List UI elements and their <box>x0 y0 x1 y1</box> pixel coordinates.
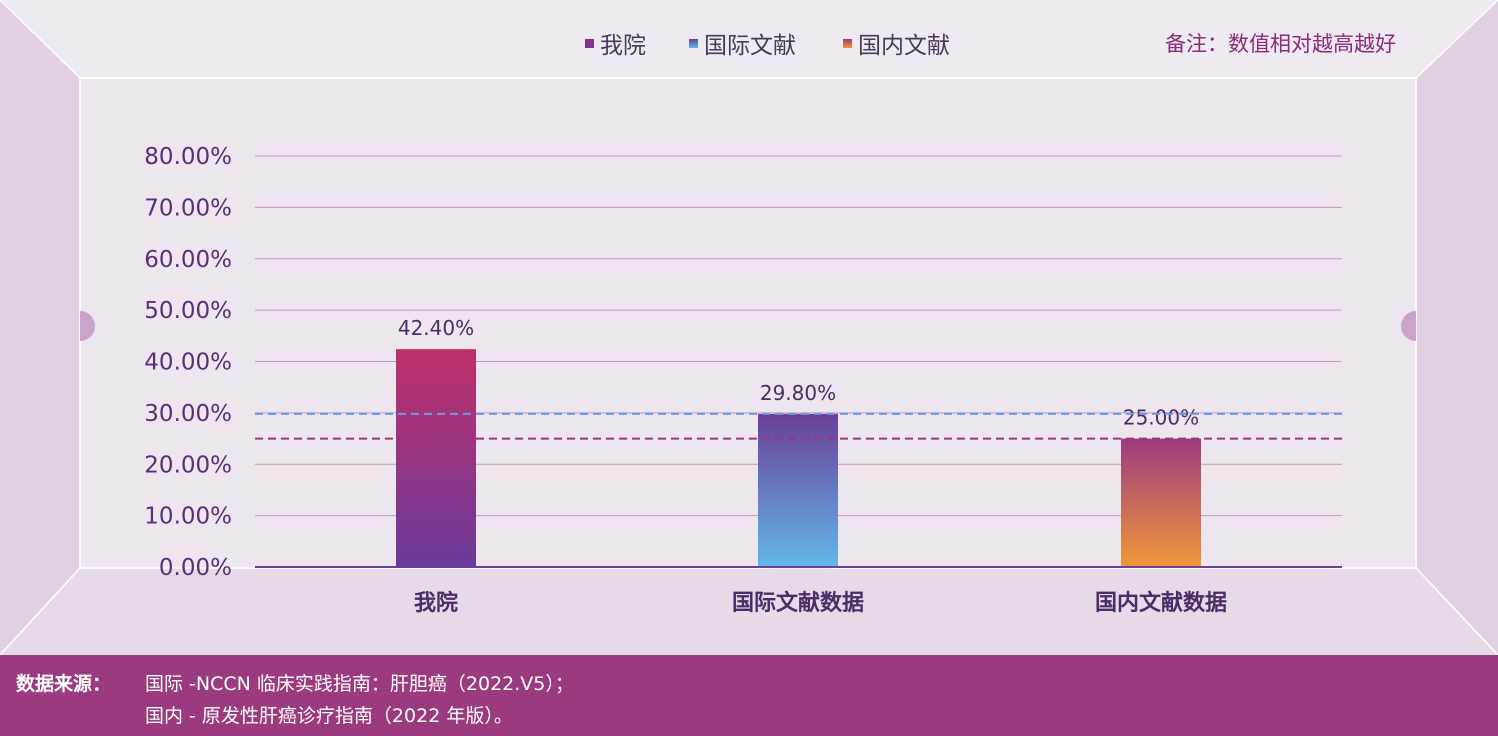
bar-data-label: 29.80% <box>760 381 836 405</box>
legend-label-international: 国际文献 <box>704 33 796 59</box>
y-tick-label: 30.00% <box>144 401 232 427</box>
bar <box>396 349 476 567</box>
bar <box>758 413 838 567</box>
y-tick-label: 60.00% <box>144 247 232 273</box>
bar-data-label: 42.40% <box>398 316 474 340</box>
footer-label: 数据来源： <box>16 673 112 695</box>
y-tick-label: 10.00% <box>144 504 232 530</box>
bar <box>1121 438 1201 567</box>
footer-source-line-1: 国际 -NCCN 临床实践指南：肝胆癌（2022.V5）； <box>145 673 574 695</box>
x-category-label: 我院 <box>414 590 458 616</box>
legend-item-domestic: 国内文献 <box>843 26 950 60</box>
legend-item-hospital: 我院 <box>585 26 646 60</box>
y-tick-label: 20.00% <box>144 452 232 478</box>
legend-swatch-domestic-icon <box>843 38 852 48</box>
bar-chart: 0.00% 10.00% 20.00% 30.00% 40.00% 50.00% 60.00… <box>144 144 1342 616</box>
y-tick-label: 0.00% <box>159 555 232 581</box>
legend-label-domestic: 国内文献 <box>858 33 950 59</box>
y-tick-label: 50.00% <box>144 298 232 324</box>
legend-swatch-hospital-icon <box>585 38 594 48</box>
y-tick-label: 80.00% <box>144 144 232 170</box>
legend-swatch-international-icon <box>689 38 698 48</box>
chart-frame: 我院 国际文献 国内文献 备注：数值相对越高越好 0.00% 10.00% 20.0… <box>0 0 1498 656</box>
footer-source-line-2: 国内 - 原发性肝癌诊疗指南（2022 年版）。 <box>145 705 513 727</box>
x-category-label: 国内文献数据 <box>1095 590 1227 616</box>
bar-data-label: 25.00% <box>1123 406 1199 430</box>
legend-label-hospital: 我院 <box>600 33 646 59</box>
y-tick-label: 70.00% <box>144 195 232 221</box>
chart-note: 备注：数值相对越高越好 <box>1165 32 1396 56</box>
x-category-label: 国际文献数据 <box>732 590 864 616</box>
footer-source: 数据来源： 国际 -NCCN 临床实践指南：肝胆癌（2022.V5）； 国内 -… <box>0 655 1498 736</box>
y-tick-label: 40.00% <box>144 350 232 376</box>
legend-item-international: 国际文献 <box>689 26 796 60</box>
